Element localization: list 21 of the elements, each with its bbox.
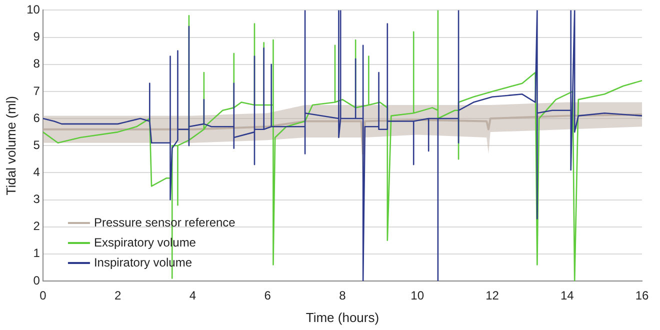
y-tick-label: 4 (33, 164, 40, 179)
x-tick-label: 10 (410, 288, 424, 303)
x-tick-label: 4 (189, 288, 196, 303)
y-tick-label: 0 (33, 273, 40, 288)
x-tick-label: 12 (486, 288, 500, 303)
y-tick-label: 10 (26, 2, 40, 17)
y-tick-label: 8 (33, 56, 40, 71)
x-axis-title: Time (hours) (306, 310, 380, 325)
y-axis-title: Tidal volume (ml) (3, 96, 18, 196)
y-tick-label: 2 (33, 219, 40, 234)
x-tick-label: 16 (635, 288, 649, 303)
x-tick-label: 6 (264, 288, 272, 303)
y-tick-label: 6 (33, 110, 40, 125)
x-tick-label: 8 (339, 288, 346, 303)
y-tick-label: 5 (33, 138, 40, 152)
y-tick-label: 9 (33, 30, 40, 44)
x-tick-label: 2 (114, 288, 122, 303)
x-tick-label: 14 (560, 288, 574, 303)
y-tick-label: 7 (33, 84, 40, 98)
y-tick-label: 1 (33, 246, 40, 260)
y-tick-label: 3 (33, 192, 40, 206)
